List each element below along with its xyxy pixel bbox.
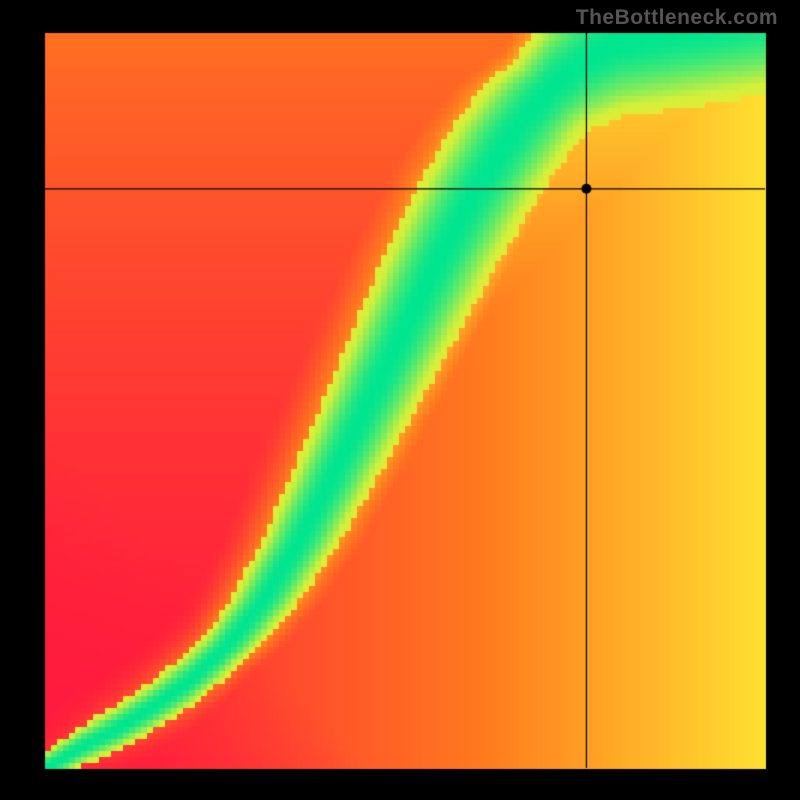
watermark-text: TheBottleneck.com [576, 6, 778, 30]
heatmap-canvas [0, 0, 800, 800]
chart-container: TheBottleneck.com [0, 0, 800, 800]
